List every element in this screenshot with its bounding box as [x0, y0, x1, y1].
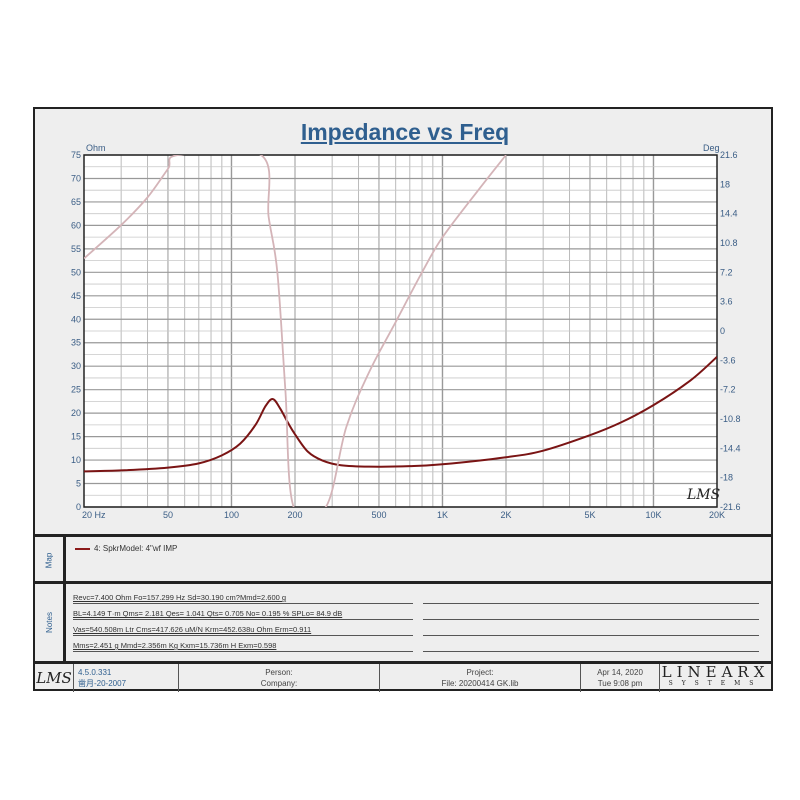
y-tick-right: 10.8 [720, 238, 738, 248]
date-cell: Apr 14, 2020 Tue 9:08 pm [581, 664, 660, 692]
map-label: Map [35, 537, 66, 584]
project-label: Project: [466, 668, 494, 677]
y-tick-right: 14.4 [720, 209, 738, 219]
x-tick: 500 [371, 510, 386, 520]
chart-title: Impedance vs Freq [300, 119, 510, 145]
y-tick-right: 21.6 [720, 150, 738, 160]
y-tick-left: 15 [71, 432, 81, 442]
y-tick-left: 65 [71, 197, 81, 207]
x-tick: 50 [163, 510, 173, 520]
x-tick: 10K [645, 510, 661, 520]
linearx-logo: LINEARX SYSTEMS [660, 664, 771, 692]
x-tick: 5K [584, 510, 595, 520]
note-line: Mms=2.451 g Mmd=2.356m Kg Kxm=15.736m H … [73, 640, 413, 652]
date: Apr 14, 2020 [597, 668, 643, 677]
y-tick-left: 55 [71, 244, 81, 254]
map-label-text: Map [44, 552, 54, 569]
phase-curve [84, 155, 507, 507]
y-axis-label-left: Ohm [86, 143, 106, 153]
y-tick-right: 7.2 [720, 267, 733, 277]
y-tick-left: 70 [71, 173, 81, 183]
y-tick-right: -3.6 [720, 355, 736, 365]
notes-label: Notes [35, 584, 66, 661]
note-line: Vas=540.508m Ltr Cms=417.626 uM/N Krm=45… [73, 624, 413, 636]
y-tick-right: -10.8 [720, 414, 741, 424]
legend-entry: 4: SpkrModel: 4"wf IMP [75, 544, 177, 553]
x-tick: 1K [437, 510, 448, 520]
version: 4.5.0.331 [78, 668, 112, 677]
lms-logo: LMS [35, 664, 74, 692]
y-tick-right: -7.2 [720, 385, 736, 395]
x-tick: 20 Hz [82, 510, 106, 520]
y-tick-left: 5 [76, 479, 81, 489]
y-tick-right: -21.6 [720, 502, 741, 512]
y-tick-right: -18 [720, 473, 733, 483]
note-blank [423, 640, 759, 652]
y-tick-right: 18 [720, 179, 730, 189]
legend-swatch [75, 547, 90, 550]
y-tick-left: 75 [71, 150, 81, 160]
file-name: File: 20200414 GK.lib [441, 679, 519, 688]
notes-label-text: Notes [44, 612, 54, 633]
y-tick-left: 10 [71, 455, 81, 465]
project-cell: Project: File: 20200414 GK.lib [380, 664, 581, 692]
company-label: Company: [260, 679, 298, 688]
y-tick-right: -14.4 [720, 443, 741, 453]
legend-text: 4: SpkrModel: 4"wf IMP [94, 544, 178, 553]
note-line: BL=4.149 T·m Qms= 2.181 Qes= 1.041 Qts= … [73, 608, 413, 620]
time: Tue 9:08 pm [597, 679, 643, 688]
y-tick-left: 40 [71, 314, 81, 324]
person-label: Person: [265, 668, 293, 677]
note-line: Revc=7.400 Ohm Fo=157.299 Hz Sd=30.190 c… [73, 592, 413, 604]
x-tick: 100 [224, 510, 239, 520]
y-tick-left: 60 [71, 220, 81, 230]
impedance-curve [84, 356, 717, 473]
x-tick: 2K [500, 510, 511, 520]
y-axis-label-right: Deg [703, 143, 720, 153]
y-tick-left: 45 [71, 291, 81, 301]
version-info: 4.5.0.331 凿月-20-2007 [74, 664, 179, 692]
brand-sub: SYSTEMS [668, 680, 763, 687]
build-date: 凿月-20-2007 [78, 679, 127, 688]
y-tick-left: 50 [71, 267, 81, 277]
y-tick-left: 35 [71, 338, 81, 348]
note-blank [423, 592, 759, 604]
y-tick-right: 0 [720, 326, 725, 336]
footer: LMS 4.5.0.331 凿月-20-2007 Person: Company… [35, 661, 771, 692]
impedance-chart: 0 5 10 15 20 25 30 35 40 45 50 55 60 65 70 75 -21.6 -18 -1… [71, 143, 741, 520]
y-tick-right: 3.6 [720, 297, 733, 307]
y-tick-left: 0 [76, 502, 81, 512]
y-tick-left: 30 [71, 361, 81, 371]
y-tick-left: 25 [71, 385, 81, 395]
brand: LINEARX [661, 663, 770, 681]
x-tick: 200 [287, 510, 302, 520]
report-frame: Impedance vs Freq 0 5 10 15 20 25 30 35 40 45 50 55… [33, 107, 773, 692]
plot-border [83, 154, 718, 508]
note-blank [423, 608, 759, 620]
x-tick: 20K [709, 510, 725, 520]
y-tick-left: 20 [71, 408, 81, 418]
person-cell: Person: Company: [179, 664, 380, 692]
lms-watermark: LMS [686, 487, 720, 503]
notes-section: Notes Revc=7.400 Ohm Fo=157.299 Hz Sd=30… [35, 581, 771, 661]
note-blank [423, 624, 759, 636]
map-section: Map 4: SpkrModel: 4"wf IMP [35, 534, 771, 584]
